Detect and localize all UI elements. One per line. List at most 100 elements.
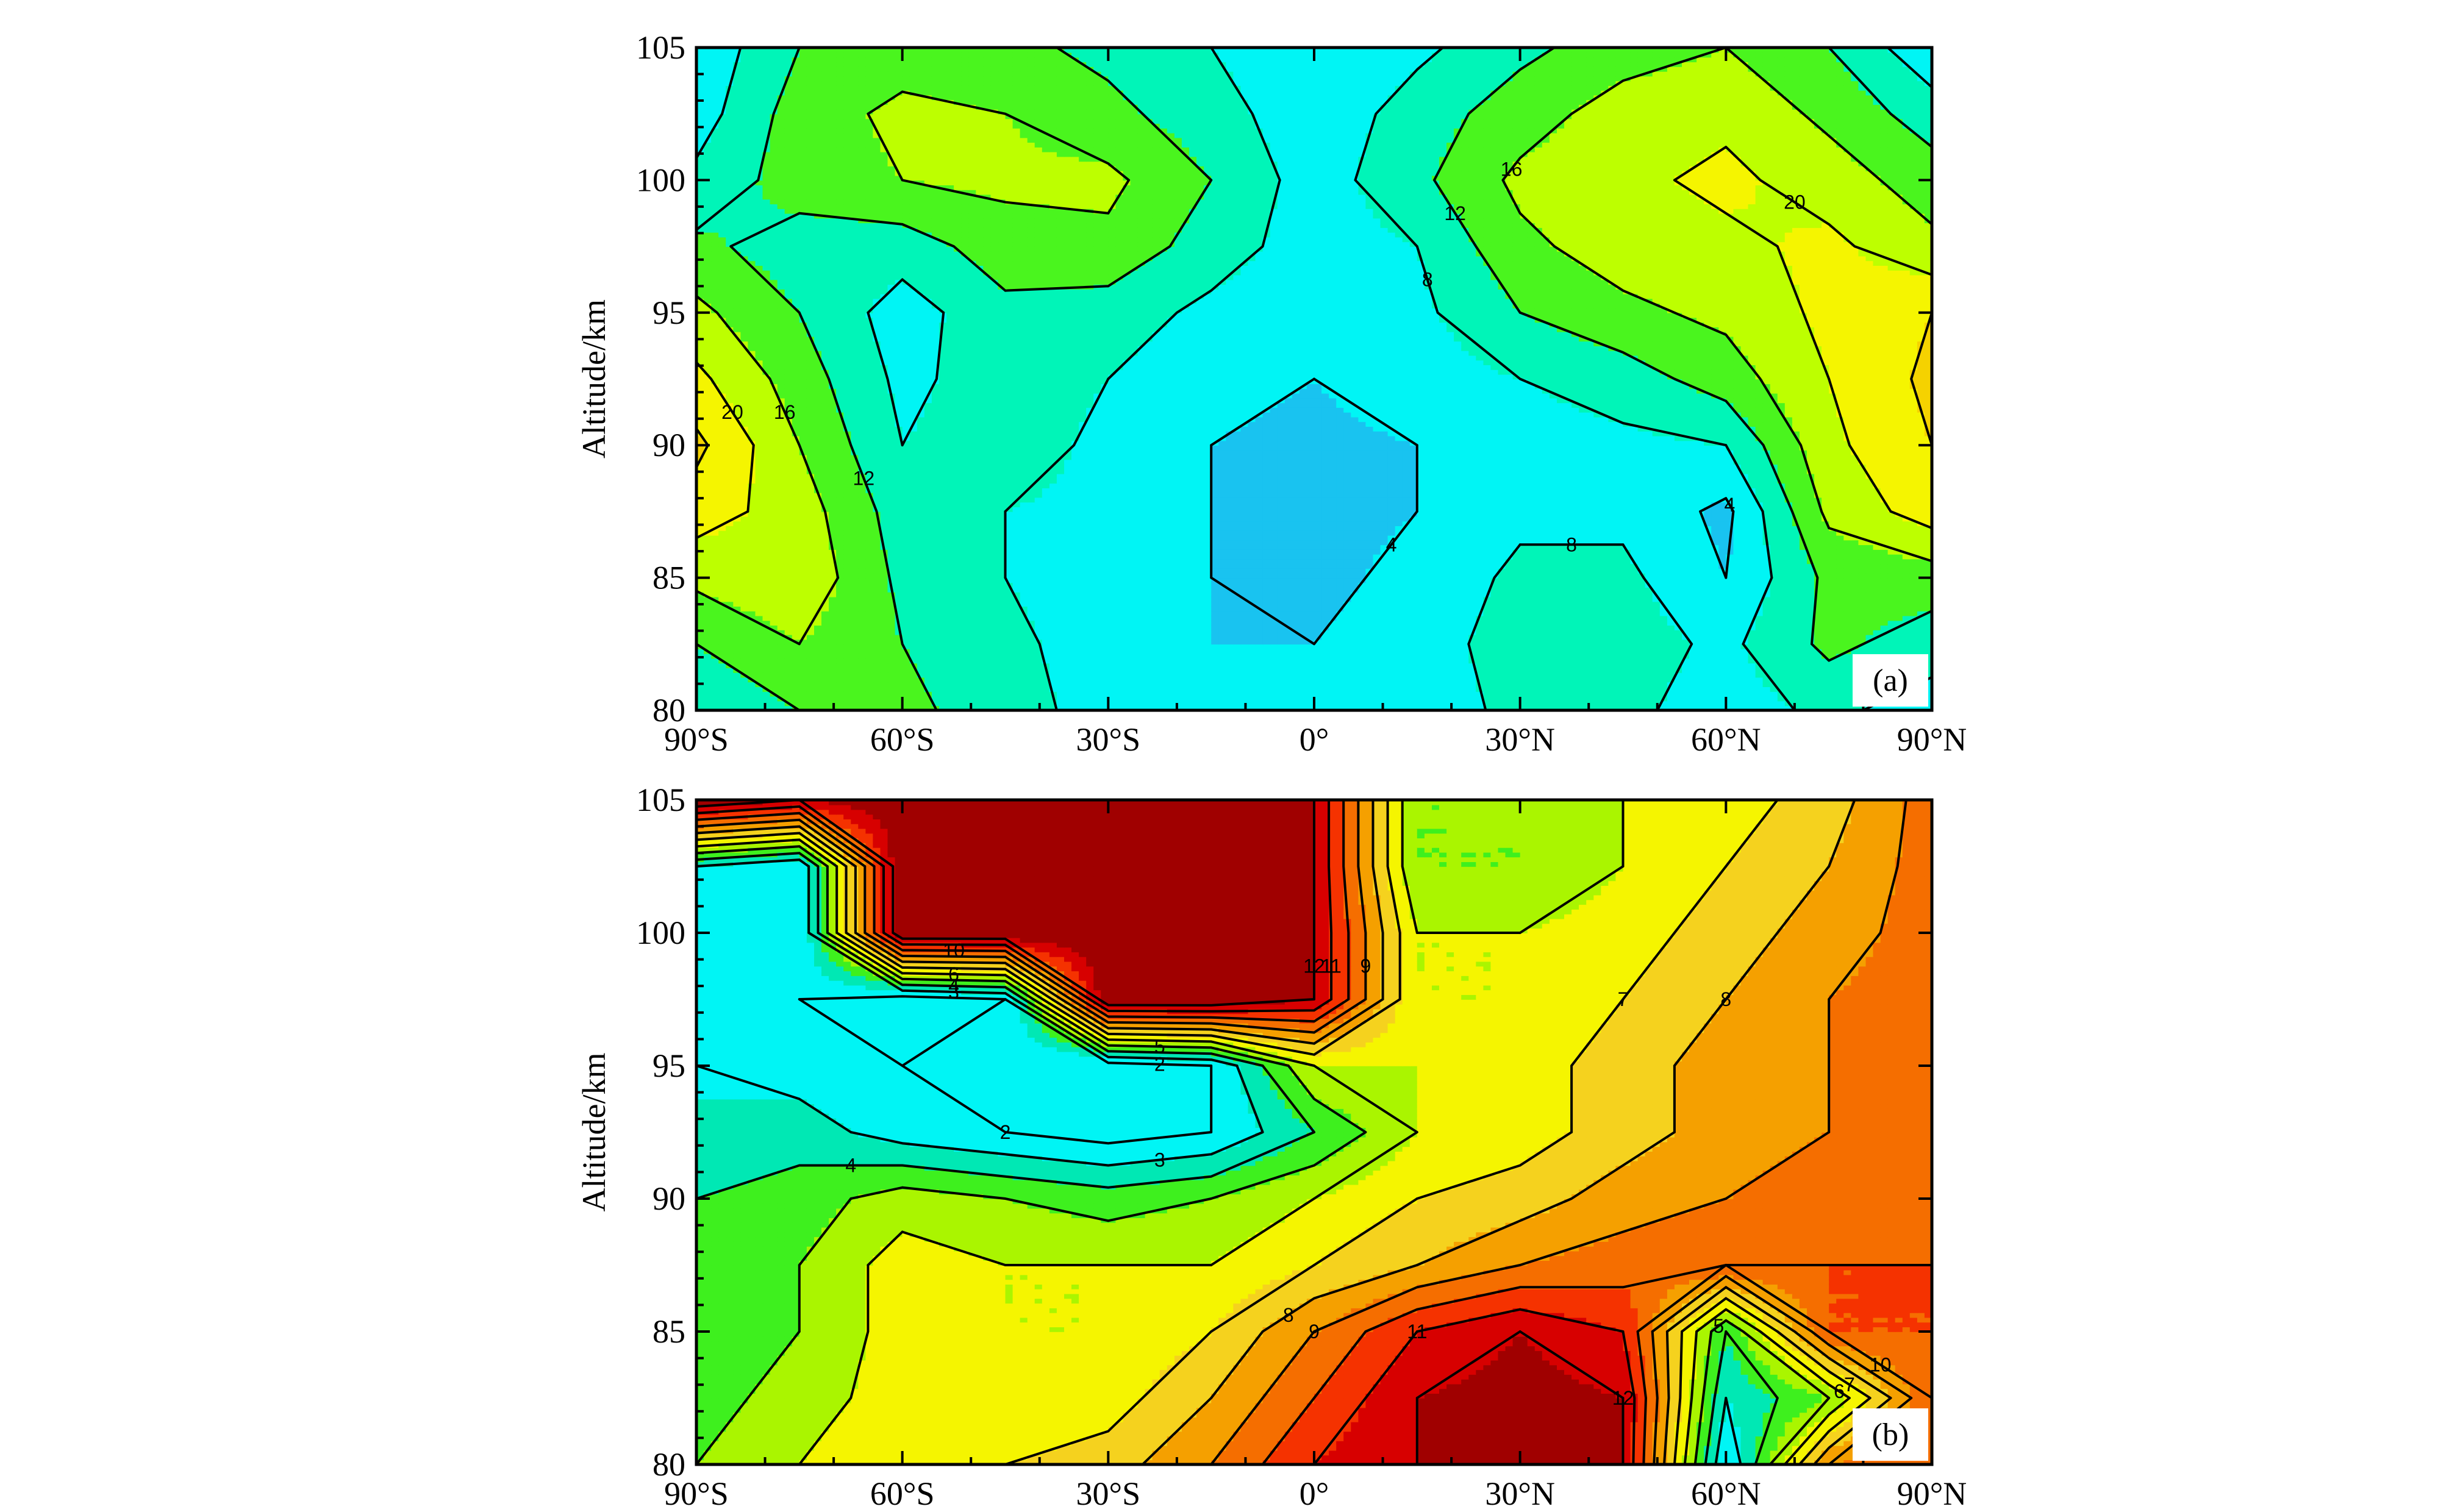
field-cell (1807, 591, 1815, 597)
field-cell (704, 630, 712, 635)
field-cell (1711, 610, 1720, 616)
field-cell (704, 672, 712, 678)
field-cell (1204, 625, 1212, 630)
field-cell (733, 601, 742, 607)
field-cell (1056, 625, 1065, 630)
field-cell (1306, 601, 1315, 607)
field-cell (1520, 649, 1528, 654)
field-cell (1351, 639, 1359, 645)
field-cell (1042, 630, 1050, 635)
field-cell (1299, 591, 1307, 597)
field-cell (1579, 672, 1587, 678)
field-cell (1652, 615, 1661, 621)
field-cell (733, 516, 742, 522)
field-cell (1079, 682, 1087, 687)
field-cell (895, 601, 903, 607)
field-cell (968, 701, 977, 707)
field-cell (1586, 577, 1595, 583)
field-cell (1086, 606, 1095, 612)
field-cell (726, 696, 734, 702)
field-cell (814, 615, 822, 621)
field-cell (1064, 686, 1072, 692)
field-cell (887, 658, 896, 664)
field-cell (880, 625, 888, 630)
field-cell (1145, 649, 1153, 654)
field-cell (1858, 639, 1867, 645)
field-cell (909, 644, 918, 649)
field-cell (1476, 577, 1484, 583)
field-cell (1299, 601, 1307, 607)
field-cell (1174, 625, 1182, 630)
field-cell (1689, 582, 1697, 588)
field-cell (1137, 705, 1146, 710)
field-cell (1667, 601, 1675, 607)
field-cell (1387, 653, 1396, 659)
field-cell (1402, 620, 1410, 626)
field-cell (961, 668, 969, 673)
field-cell (1365, 663, 1374, 668)
field-cell (1711, 672, 1720, 678)
field-cell (1101, 634, 1109, 640)
field-cell (1704, 615, 1712, 621)
field-cell (748, 639, 756, 645)
field-cell (814, 544, 822, 550)
field-cell (1748, 615, 1756, 621)
field-cell (1167, 677, 1175, 683)
field-cell (1615, 691, 1624, 697)
field-cell (851, 606, 859, 612)
field-cell (1079, 663, 1087, 668)
field-cell (748, 658, 756, 664)
field-cell (1314, 691, 1322, 697)
field-cell (726, 644, 734, 649)
field-cell (1365, 596, 1374, 602)
field-cell (902, 639, 910, 645)
field-cell (1262, 649, 1271, 654)
field-cell (1086, 630, 1095, 635)
field-cell (1395, 672, 1403, 678)
field-cell (1593, 658, 1602, 664)
field-cell (1108, 672, 1117, 678)
field-cell (976, 615, 984, 621)
field-cell (799, 672, 807, 678)
field-cell (990, 577, 999, 583)
field-cell (1579, 615, 1587, 621)
field-cell (1115, 658, 1124, 664)
field-cell (829, 663, 837, 668)
field-cell (1549, 606, 1557, 612)
field-cell (1748, 610, 1756, 616)
field-cell (1608, 682, 1617, 687)
field-cell (1167, 686, 1175, 692)
field-cell (1740, 596, 1749, 602)
field-cell (895, 677, 903, 683)
field-cell (939, 653, 947, 659)
field-cell (1586, 682, 1595, 687)
field-cell (968, 691, 977, 697)
field-cell (1277, 606, 1285, 612)
field-cell (1792, 701, 1800, 707)
field-cell (718, 653, 727, 659)
field-cell (1851, 587, 1859, 593)
field-cell (1483, 677, 1492, 683)
field-cell (1248, 582, 1256, 588)
field-cell (954, 582, 962, 588)
field-cell (1137, 686, 1146, 692)
field-cell (1740, 634, 1749, 640)
field-cell (1336, 677, 1345, 683)
field-cell (1762, 696, 1771, 702)
field-cell (1218, 634, 1227, 640)
field-cell (1270, 696, 1278, 702)
field-cell (1682, 606, 1690, 612)
field-cell (1270, 682, 1278, 687)
field-cell (931, 639, 940, 645)
field-cell (1557, 601, 1565, 607)
field-cell (1123, 653, 1131, 659)
field-cell (1380, 577, 1389, 583)
field-cell (748, 686, 756, 692)
field-cell (1262, 620, 1271, 626)
field-cell (1571, 696, 1579, 702)
field-cell (1211, 606, 1220, 612)
field-cell (1792, 705, 1800, 710)
field-cell (1534, 610, 1543, 616)
field-cell (990, 630, 999, 635)
field-cell (887, 686, 896, 692)
